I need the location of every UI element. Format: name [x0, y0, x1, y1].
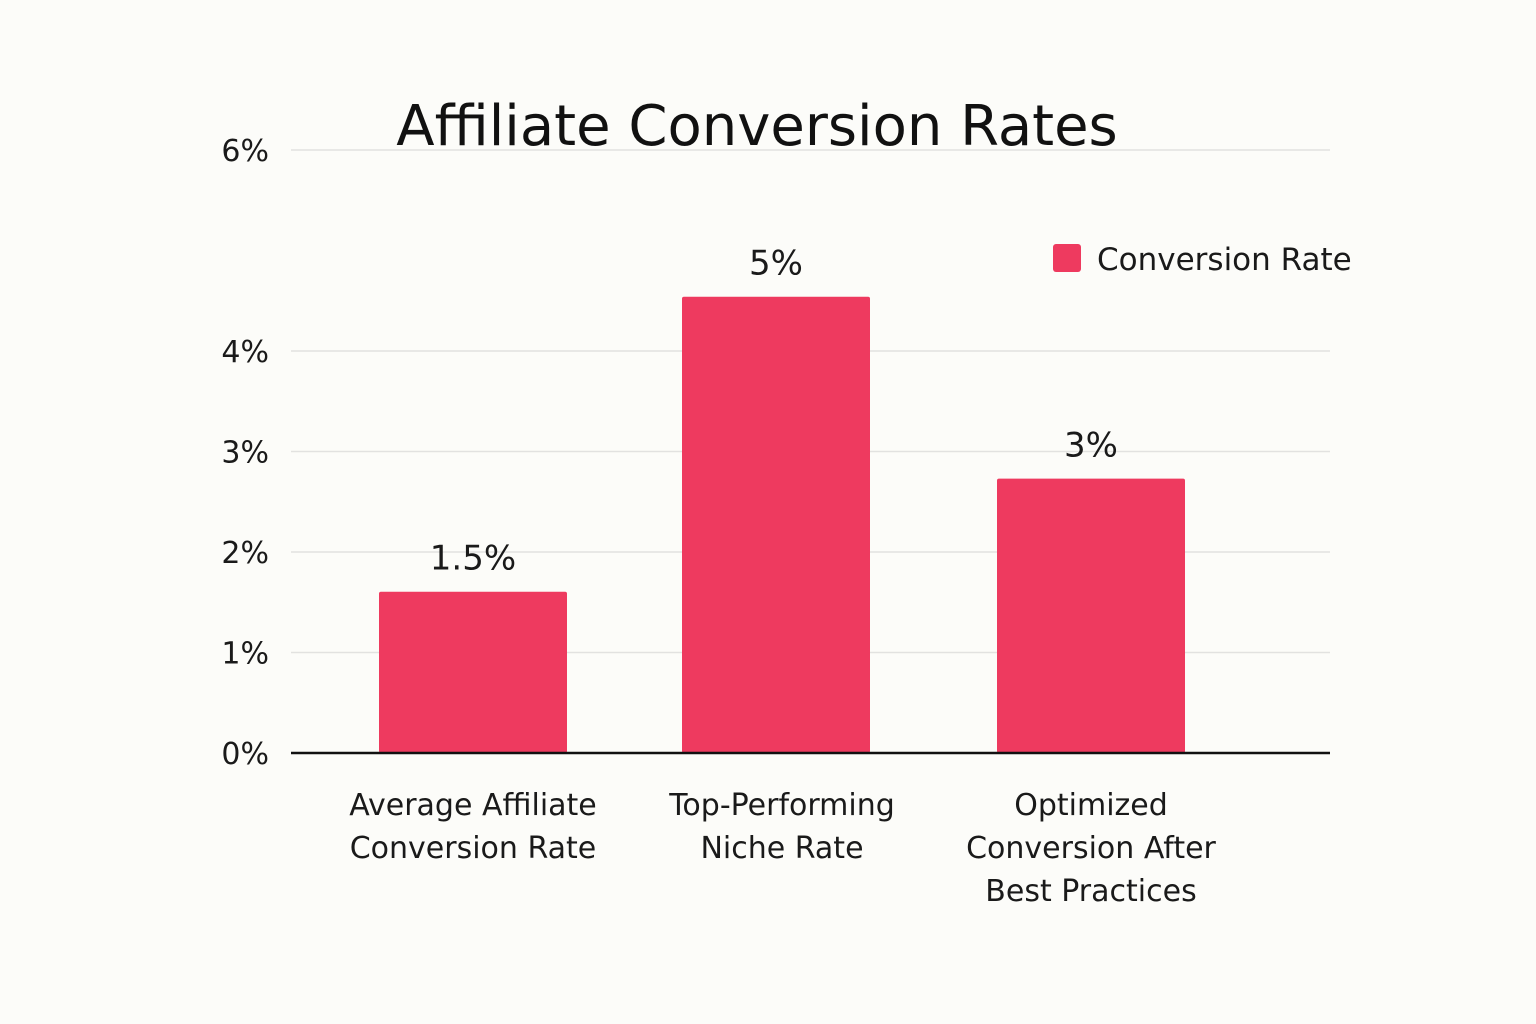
bar [682, 296, 870, 753]
y-tick-label: 3% [221, 436, 269, 471]
y-tick-label: 4% [221, 335, 269, 370]
bar-value-label: 1.5% [430, 539, 516, 579]
x-axis-category-labels: Average Affiliate Conversion Rate Top-Perf… [349, 788, 1216, 909]
x-tick-label: Conversion Rate [350, 831, 597, 866]
x-tick-label: Optimized [1014, 788, 1168, 823]
y-tick-label: 0% [221, 737, 269, 772]
bar [379, 591, 567, 753]
chart-title: Affiliate Conversion Rates [396, 94, 1117, 159]
bar-value-labels: 1.5% 5% 3% [430, 244, 1118, 579]
y-axis-ticks: 0% 1% 2% 3% 4% 6% [221, 134, 269, 772]
y-tick-label: 2% [221, 536, 269, 571]
bar-value-label: 5% [749, 244, 803, 284]
bars [379, 296, 1185, 753]
x-tick-label: Niche Rate [700, 831, 863, 866]
legend-swatch [1053, 244, 1081, 272]
legend-label: Conversion Rate [1097, 242, 1352, 278]
bar [997, 478, 1185, 753]
legend: Conversion Rate [1053, 242, 1352, 278]
x-tick-label: Conversion After [966, 831, 1216, 866]
x-tick-label: Top-Performing [668, 788, 895, 823]
x-tick-label: Best Practices [985, 874, 1196, 909]
y-tick-label: 1% [221, 637, 269, 672]
bar-value-label: 3% [1064, 426, 1118, 466]
y-tick-label: 6% [221, 134, 269, 169]
x-tick-label: Average Affiliate [349, 788, 597, 823]
